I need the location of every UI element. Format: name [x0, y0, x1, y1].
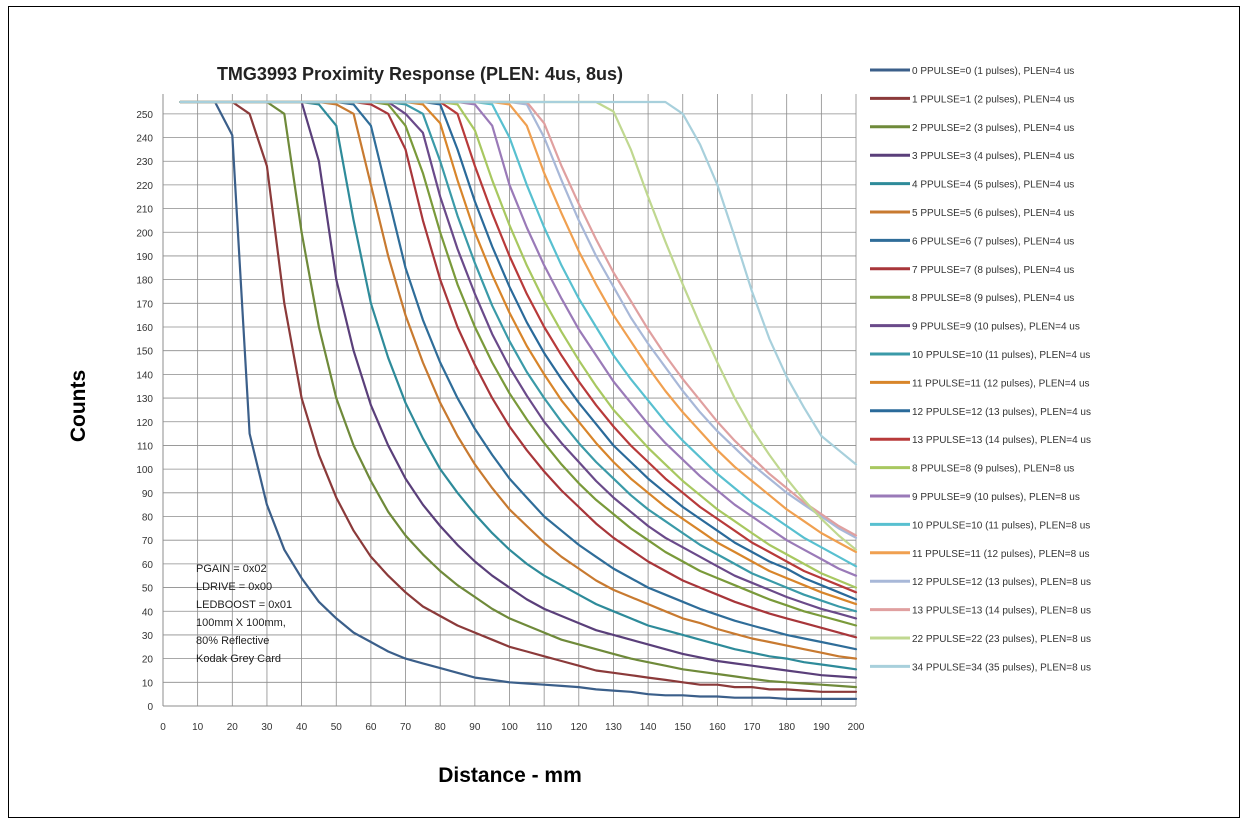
x-tick-label: 160	[709, 722, 726, 733]
annotation-box: PGAIN = 0x02 LDRIVE = 0x00 LEDBOOST = 0x01…	[196, 563, 292, 665]
legend-entry: 11 PPULSE=11 (12 pulses), PLEN=8 us	[912, 549, 1090, 560]
y-tick-label: 240	[136, 134, 153, 145]
annotation-line: LDRIVE = 0x00	[196, 581, 272, 593]
y-tick-label: 120	[136, 418, 153, 429]
x-tick-label: 120	[570, 722, 587, 733]
annotation-line: Kodak Grey Card	[196, 653, 281, 665]
legend-entry: 9 PPULSE=9 (10 pulses), PLEN=8 us	[912, 492, 1080, 503]
legend-entry: 1 PPULSE=1 (2 pulses), PLEN=4 us	[912, 94, 1074, 105]
series-line	[179, 100, 858, 651]
legend-entry: 6 PPULSE=6 (7 pulses), PLEN=4 us	[912, 236, 1074, 247]
y-tick-label: 70	[142, 536, 154, 547]
series-line	[179, 100, 858, 627]
annotation-line: 80% Reflective	[196, 635, 269, 647]
y-tick-label: 140	[136, 370, 153, 381]
y-tick-label: 100	[136, 465, 153, 476]
y-tick-label: 180	[136, 276, 153, 287]
x-tick-label: 140	[640, 722, 657, 733]
x-tick-label: 50	[331, 722, 343, 733]
legend-entry: 8 PPULSE=8 (9 pulses), PLEN=4 us	[912, 293, 1074, 304]
series-line	[179, 100, 858, 606]
legend-entry: 10 PPULSE=10 (11 pulses), PLEN=8 us	[912, 520, 1090, 531]
x-tick-label: 80	[435, 722, 447, 733]
x-tick-label: 200	[848, 722, 865, 733]
grid	[162, 94, 857, 707]
x-tick-label: 100	[501, 722, 518, 733]
legend-entry: 8 PPULSE=8 (9 pulses), PLEN=8 us	[912, 464, 1074, 475]
y-tick-label: 50	[142, 584, 154, 595]
y-tick-label: 60	[142, 560, 154, 571]
legend-entry: 3 PPULSE=3 (4 pulses), PLEN=4 us	[912, 151, 1074, 162]
y-tick-label: 90	[142, 489, 154, 500]
legend-entry: 7 PPULSE=7 (8 pulses), PLEN=4 us	[912, 265, 1074, 276]
y-tick-label: 110	[137, 441, 153, 452]
x-tick-label: 60	[365, 722, 377, 733]
y-tick-label: 230	[136, 157, 153, 168]
legend-entry: 11 PPULSE=11 (12 pulses), PLEN=4 us	[912, 378, 1090, 389]
series-lines	[179, 100, 858, 701]
x-tick-label: 170	[744, 722, 761, 733]
y-tick-label: 0	[147, 702, 153, 713]
x-tick-label: 70	[400, 722, 412, 733]
series-line	[179, 100, 858, 679]
y-tick-label: 130	[136, 394, 153, 405]
legend-entry: 5 PPULSE=5 (6 pulses), PLEN=4 us	[912, 208, 1074, 219]
legend-entry: 13 PPULSE=13 (14 pulses), PLEN=8 us	[912, 606, 1091, 617]
y-tick-label: 10	[142, 678, 154, 689]
legend-entry: 10 PPULSE=10 (11 pulses), PLEN=4 us	[912, 350, 1090, 361]
annotation-line: LEDBOOST = 0x01	[196, 599, 292, 611]
series-line	[179, 100, 858, 537]
y-tick-label: 220	[136, 181, 153, 192]
y-tick-label: 170	[136, 299, 153, 310]
series-line	[179, 100, 858, 466]
series-line	[179, 100, 858, 589]
legend-entry: 2 PPULSE=2 (3 pulses), PLEN=4 us	[912, 123, 1074, 134]
x-tick-label: 30	[261, 722, 273, 733]
annotation-line: PGAIN = 0x02	[196, 563, 267, 575]
legend-entry: 13 PPULSE=13 (14 pulses), PLEN=4 us	[912, 435, 1091, 446]
series-line	[179, 100, 858, 568]
x-tick-label: 40	[296, 722, 308, 733]
y-tick-label: 190	[136, 252, 153, 263]
y-tick-label: 210	[136, 205, 153, 216]
legend-entry: 34 PPULSE=34 (35 pulses), PLEN=8 us	[912, 662, 1091, 673]
y-tick-label: 250	[136, 110, 153, 121]
x-tick-label: 190	[813, 722, 830, 733]
x-tick-label: 110	[536, 722, 552, 733]
x-tick-label: 180	[778, 722, 795, 733]
x-tick-label: 130	[605, 722, 622, 733]
x-tick-label: 0	[160, 722, 166, 733]
y-tick-label: 30	[142, 631, 154, 642]
y-tick-label: 150	[136, 347, 153, 358]
x-axis-title: Distance - mm	[438, 764, 582, 787]
annotation-line: 100mm X 100mm,	[196, 617, 286, 629]
tick-labels: 0 10 20 30 40 50 60 70 80 90 100 110 120 130 140 150 160…	[136, 110, 864, 733]
series-line	[179, 100, 858, 701]
legend-entry: 4 PPULSE=4 (5 pulses), PLEN=4 us	[912, 180, 1074, 191]
x-tick-label: 10	[192, 722, 204, 733]
y-tick-label: 160	[136, 323, 153, 334]
series-line	[179, 100, 858, 689]
legend-entry: 12 PPULSE=12 (13 pulses), PLEN=4 us	[912, 407, 1091, 418]
x-tick-label: 150	[674, 722, 691, 733]
y-tick-label: 20	[142, 655, 154, 666]
legend-entry: 0 PPULSE=0 (1 pulses), PLEN=4 us	[912, 66, 1074, 77]
legend-entry: 9 PPULSE=9 (10 pulses), PLEN=4 us	[912, 322, 1080, 333]
x-tick-label: 20	[227, 722, 239, 733]
legend: 0 PPULSE=0 (1 pulses), PLEN=4 us 1 PPULSE…	[870, 66, 1091, 673]
x-tick-label: 90	[469, 722, 481, 733]
legend-entry: 22 PPULSE=22 (23 pulses), PLEN=8 us	[912, 634, 1091, 645]
y-axis-title: Counts	[67, 370, 90, 442]
legend-entry: 12 PPULSE=12 (13 pulses), PLEN=8 us	[912, 577, 1091, 588]
series-line	[179, 100, 858, 693]
series-line	[179, 100, 858, 539]
y-tick-label: 200	[136, 228, 153, 239]
chart-title: TMG3993 Proximity Response (PLEN: 4us, 8…	[217, 64, 623, 84]
y-tick-label: 80	[142, 513, 154, 524]
y-tick-label: 40	[142, 607, 154, 618]
